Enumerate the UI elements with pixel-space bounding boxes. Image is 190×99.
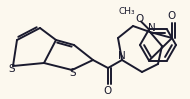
Text: CH₃: CH₃: [119, 7, 135, 16]
Text: N: N: [148, 23, 156, 33]
Text: O: O: [135, 14, 143, 24]
Text: O: O: [168, 11, 176, 21]
Text: S: S: [70, 68, 76, 78]
Text: N: N: [118, 51, 126, 61]
Text: S: S: [9, 64, 15, 74]
Text: O: O: [104, 86, 112, 96]
